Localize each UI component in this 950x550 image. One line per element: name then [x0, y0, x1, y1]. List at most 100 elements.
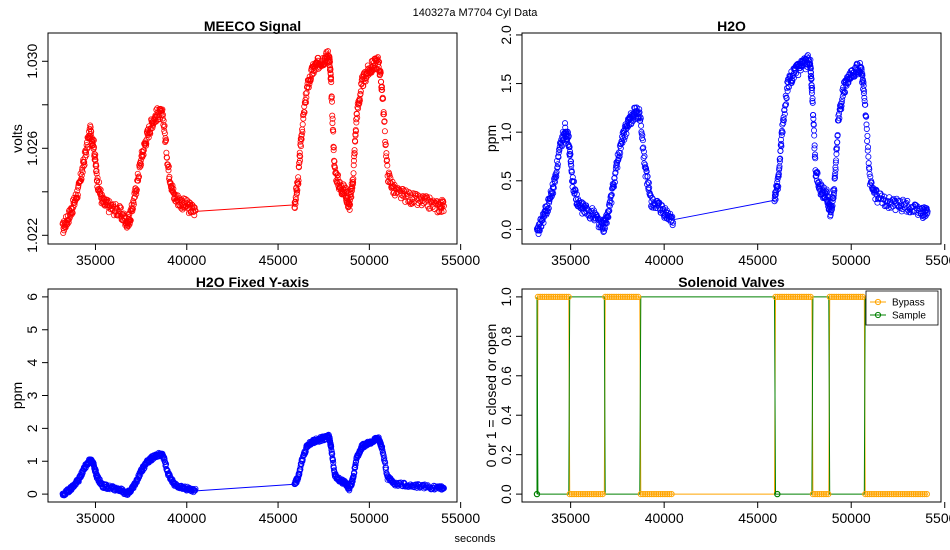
chart-title: MEECO Signal — [204, 18, 301, 34]
chart-panel-h2o: H2O 35000 40000 45000 50000 55000 0.0 0.5 1.0 1.5… — [483, 18, 950, 268]
data-point — [376, 58, 383, 65]
bypass-point — [575, 491, 582, 498]
x-tick-label: 45000 — [738, 252, 777, 268]
data-point — [619, 139, 626, 146]
data-point — [294, 187, 301, 194]
data-point — [335, 183, 342, 190]
data-point — [135, 177, 142, 184]
data-point — [149, 122, 156, 129]
bypass-point — [666, 491, 673, 498]
y-tick-label: 0.0 — [498, 484, 514, 504]
data-point — [297, 143, 304, 150]
data-point — [614, 164, 621, 171]
data-point — [833, 157, 840, 164]
data-point — [861, 87, 868, 94]
data-point — [74, 191, 81, 198]
data-point — [811, 127, 818, 134]
data-point — [905, 203, 912, 210]
data-point — [143, 140, 150, 147]
data-point — [130, 201, 137, 208]
data-point — [566, 144, 573, 151]
data-point — [814, 170, 821, 177]
data-point — [807, 56, 814, 63]
data-point — [353, 119, 360, 126]
bypass-point — [853, 293, 860, 300]
bypass-point — [837, 293, 844, 300]
plot-area — [59, 48, 447, 236]
data-point — [329, 115, 336, 122]
data-point — [833, 151, 840, 158]
data-point — [346, 200, 353, 207]
data-point — [782, 102, 789, 109]
legend-label: Bypass — [892, 298, 925, 309]
y-tick-label: 3 — [24, 391, 40, 399]
data-point — [328, 448, 335, 455]
data-point — [605, 208, 612, 215]
data-point — [330, 128, 337, 135]
data-point — [297, 138, 304, 145]
data-point — [136, 164, 143, 171]
data-point — [628, 119, 635, 126]
data-point — [544, 208, 551, 215]
data-point — [73, 195, 80, 202]
data-point — [87, 130, 94, 137]
data-point — [783, 95, 790, 102]
bypass-point — [606, 293, 613, 300]
data-point — [568, 158, 575, 165]
data-point — [129, 208, 136, 215]
data-point — [405, 189, 412, 196]
data-point — [838, 102, 845, 109]
bypass-point — [805, 293, 812, 300]
bypass-point — [642, 491, 649, 498]
data-point — [350, 175, 357, 182]
data-point — [60, 229, 67, 236]
data-point — [352, 461, 359, 468]
data-point — [613, 162, 620, 169]
bypass-point — [914, 491, 922, 498]
data-point — [571, 178, 578, 185]
data-point — [93, 170, 100, 177]
data-point — [845, 79, 852, 86]
data-point — [784, 88, 791, 95]
bypass-point — [794, 293, 801, 300]
data-point — [163, 154, 170, 161]
data-point — [189, 202, 196, 209]
x-tick-label: 35000 — [76, 252, 115, 268]
bypass-point — [881, 491, 889, 498]
data-point — [861, 97, 868, 104]
figure-xlabel: seconds — [455, 533, 496, 545]
data-point — [644, 173, 651, 180]
bypass-point — [783, 293, 790, 300]
data-point — [565, 133, 572, 140]
data-point — [303, 94, 310, 101]
data-point — [811, 145, 818, 152]
data-point — [865, 144, 872, 151]
data-point — [133, 191, 140, 198]
data-point — [297, 153, 304, 160]
data-point — [293, 189, 300, 196]
data-point — [329, 120, 336, 127]
data-point — [351, 153, 358, 160]
data-point — [832, 159, 839, 166]
bypass-point — [798, 293, 805, 300]
data-point — [440, 485, 447, 492]
data-point — [345, 203, 352, 210]
bypass-point — [796, 293, 803, 300]
data-point — [161, 122, 168, 129]
data-point — [865, 153, 872, 160]
data-point — [142, 140, 149, 147]
data-point — [601, 228, 608, 235]
bypass-point — [787, 293, 794, 300]
data-point — [775, 173, 782, 180]
data-point — [638, 122, 645, 129]
data-point — [355, 105, 362, 112]
data-point — [811, 132, 818, 139]
data-point — [352, 128, 359, 135]
data-point — [78, 176, 85, 183]
data-point — [128, 201, 135, 208]
data-point — [605, 214, 612, 221]
bypass-point — [899, 491, 906, 498]
data-point — [828, 203, 835, 210]
bypass-point — [659, 491, 666, 498]
data-point — [418, 202, 425, 209]
